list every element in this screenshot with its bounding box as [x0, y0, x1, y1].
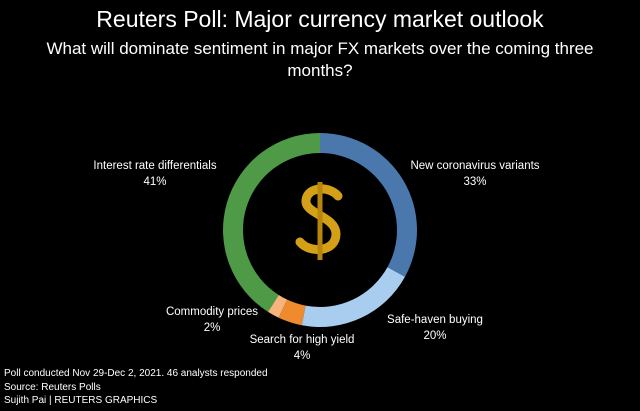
- donut-slice: [301, 267, 406, 327]
- donut-slice: [320, 133, 417, 277]
- footnote: Poll conducted Nov 29-Dec 2, 2021. 46 an…: [4, 368, 268, 379]
- slice-label: Commodity prices: [166, 306, 258, 318]
- donut-slice: [278, 299, 306, 326]
- donut-slice: [268, 295, 288, 318]
- dollar-icon: [295, 182, 343, 260]
- chart-subtitle: What will dominate sentiment in major FX…: [46, 39, 594, 80]
- value-label: 20%: [423, 330, 446, 342]
- credit: Sujith Pai | REUTERS GRAPHICS: [4, 395, 158, 406]
- slice-label: New coronavirus variants: [410, 160, 539, 172]
- value-label: 2%: [204, 322, 221, 334]
- slice-label: Interest rate differentials: [93, 160, 216, 172]
- value-label: 41%: [143, 176, 166, 188]
- source: Source: Reuters Polls: [4, 382, 101, 393]
- value-label: 4%: [294, 350, 311, 362]
- value-label: 33%: [463, 176, 486, 188]
- chart-title: Reuters Poll: Major currency market outl…: [96, 6, 544, 32]
- donut-slice: [222, 133, 320, 312]
- slice-label: Safe-haven buying: [387, 314, 483, 326]
- slice-label: Search for high yield: [250, 334, 355, 346]
